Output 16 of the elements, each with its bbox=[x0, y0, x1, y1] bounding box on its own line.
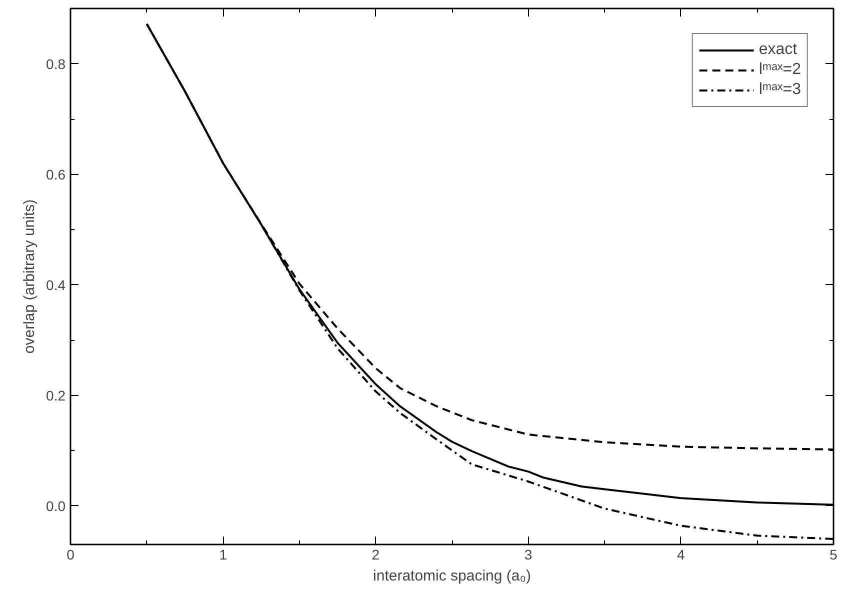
x-tick-label: 2 bbox=[372, 546, 380, 562]
y-tick-label: 0.2 bbox=[46, 387, 66, 404]
x-axis-title: interatomic spacing (a₀) bbox=[373, 568, 531, 584]
legend-label: lᵐᵃˣ=2 bbox=[758, 61, 801, 79]
y-axis-title: overlap (arbitrary units) bbox=[21, 199, 38, 354]
legend-label: exact bbox=[758, 41, 798, 59]
y-tick-label: 0.6 bbox=[46, 166, 66, 182]
y-tick-label: 0.4 bbox=[46, 276, 66, 293]
legend-label: lᵐᵃˣ=3 bbox=[758, 81, 801, 99]
x-tick-label: 1 bbox=[219, 546, 228, 562]
x-tick-label: 5 bbox=[830, 546, 838, 562]
y-tick-label: 0.8 bbox=[46, 56, 66, 72]
x-tick-label: 4 bbox=[677, 546, 686, 562]
x-tick-label: 3 bbox=[524, 546, 532, 562]
x-tick-label: 0 bbox=[66, 546, 75, 562]
y-tick-label: 0.0 bbox=[46, 498, 66, 514]
